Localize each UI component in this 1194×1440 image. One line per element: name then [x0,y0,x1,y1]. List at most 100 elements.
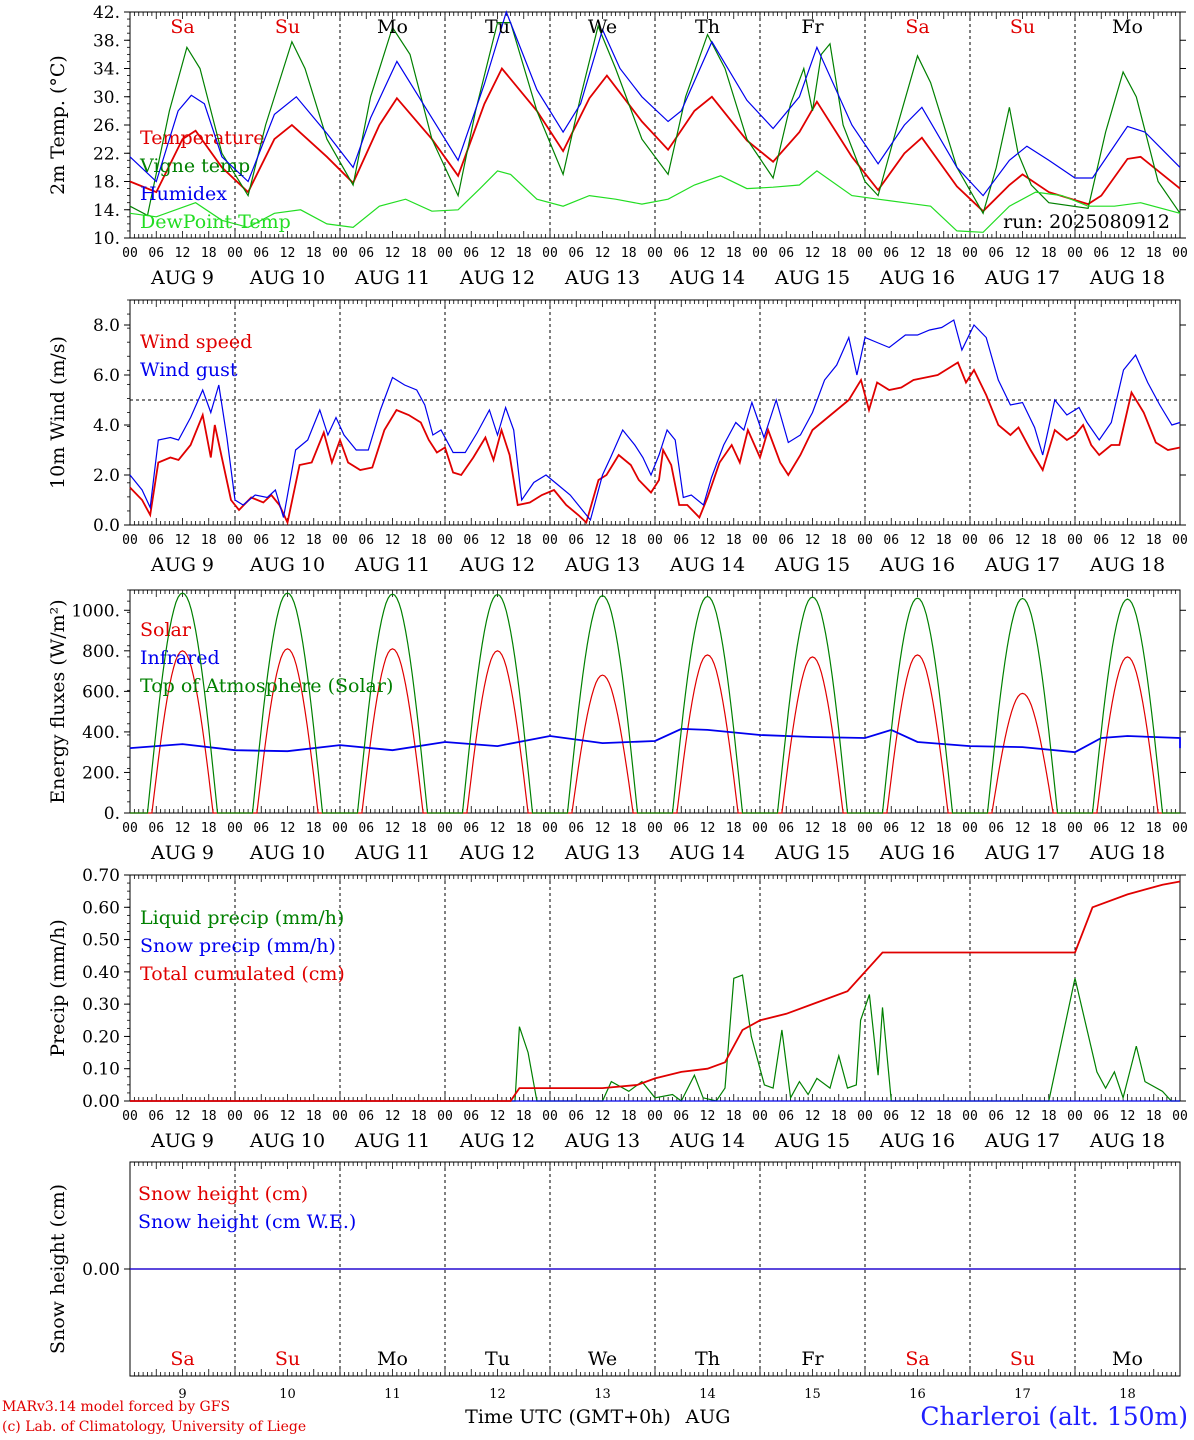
legend-snow-precip-mm-h-: Snow precip (mm/h) [140,935,336,957]
x-hour-label: 18 [936,1109,952,1124]
legend-solar: Solar [140,619,192,641]
series-line-temperature [129,66,1181,213]
x-hour-label: 18 [831,821,847,836]
x-hour-label: 06 [1093,1109,1109,1124]
x-axis-title: Time UTC (GMT+0h) [465,1406,671,1428]
x-hour-label: 00 [1067,1109,1083,1124]
x-hour-label: 06 [883,246,899,261]
x-hour-label: 18 [936,821,952,836]
x-hour-label: 00 [752,246,768,261]
x-hour-label: 12 [1015,246,1031,261]
y-tick-label: 600. [82,682,120,702]
x-day-label: AUG 10 [249,554,325,576]
series-line-wind-gust [129,319,1181,522]
x-hour-label: 12 [595,246,611,261]
x-day-label: AUG 14 [669,1130,745,1152]
x-hour-label: 12 [280,1109,296,1124]
x-hour-label: 00 [962,821,978,836]
x-hour-label: 06 [673,1109,689,1124]
x-day-label: AUG 14 [669,842,745,864]
x-hour-label: 12 [490,246,506,261]
x-hour-label: 18 [201,1109,217,1124]
x-hour-label: 12 [805,533,821,548]
x-hour-label: 06 [463,246,479,261]
y-tick-label: 0.40 [82,963,120,983]
x-hour-label: 06 [1093,246,1109,261]
x-hour-label: 00 [1172,1109,1188,1124]
legend-liquid-precip-mm-h-: Liquid precip (mm/h) [140,907,344,929]
x-hour-label: 06 [673,246,689,261]
x-day-label: AUG 16 [879,554,955,576]
x-hour-label: 18 [201,246,217,261]
x-hour-label: 00 [542,533,558,548]
x-hour-label: 12 [805,821,821,836]
x-hour-label: 12 [1120,246,1136,261]
x-hour-label: 00 [647,821,663,836]
x-hour-label: 00 [962,533,978,548]
legend-top-of-atmosphere-solar-: Top of Atmosphere (Solar) [140,675,393,697]
y-tick-label: 4.0 [93,416,120,436]
x-day-number: 11 [384,1387,401,1402]
x-hour-label: 06 [988,246,1004,261]
x-day-label: AUG 16 [879,842,955,864]
x-hour-label: 12 [280,821,296,836]
x-hour-label: 06 [883,533,899,548]
x-hour-label: 00 [1067,533,1083,548]
y-tick-label: 0.50 [82,931,120,951]
x-hour-label: 06 [778,1109,794,1124]
x-hour-label: 00 [1172,533,1188,548]
x-hour-label: 06 [883,1109,899,1124]
x-hour-label: 18 [1146,533,1162,548]
x-hour-label: 12 [490,1109,506,1124]
x-hour-label: 00 [122,246,138,261]
weekday-label: Th [695,1348,720,1370]
x-hour-label: 18 [516,821,532,836]
x-hour-label: 18 [201,533,217,548]
x-hour-label: 12 [1015,1109,1031,1124]
x-hour-label: 06 [673,533,689,548]
series-line-infrared [129,727,1181,754]
x-day-number: 13 [594,1387,611,1402]
x-day-label: AUG 18 [1089,1130,1165,1152]
x-hour-label: 18 [1146,246,1162,261]
x-day-label: AUG 17 [984,1130,1060,1152]
weekday-label: Tu [485,1348,510,1370]
x-hour-label: 06 [568,1109,584,1124]
weekday-label: Fr [801,1348,824,1370]
x-day-label: AUG 17 [984,842,1060,864]
x-hour-label: 06 [253,246,269,261]
series-line-total-cumulated-cm- [130,880,1181,1102]
legend-total-cumulated-cm-: Total cumulated (cm) [140,963,345,985]
x-hour-label: 12 [700,1109,716,1124]
x-hour-label: 00 [1172,246,1188,261]
y-tick-label: 2.0 [93,466,120,486]
x-hour-label: 00 [437,246,453,261]
x-hour-label: 18 [411,821,427,836]
x-hour-label: 06 [988,533,1004,548]
x-hour-label: 00 [122,821,138,836]
x-hour-label: 18 [1146,821,1162,836]
x-hour-label: 18 [726,246,742,261]
x-axis-month: AUG [685,1406,731,1428]
x-hour-label: 00 [857,821,873,836]
x-hour-label: 12 [280,533,296,548]
x-hour-label: 00 [332,246,348,261]
legend-humidex: Humidex [140,183,227,205]
series-line-wind-speed [129,361,1181,526]
x-day-label: AUG 16 [879,267,955,289]
x-day-label: AUG 11 [354,267,430,289]
x-day-label: AUG 17 [984,267,1060,289]
x-hour-label: 12 [595,533,611,548]
x-hour-label: 18 [831,533,847,548]
x-hour-label: 18 [411,533,427,548]
x-day-label: AUG 11 [354,554,430,576]
x-hour-label: 12 [385,821,401,836]
weekday-label: Fr [801,16,824,38]
x-hour-label: 06 [358,1109,374,1124]
y-tick-label: 0.10 [82,1060,120,1080]
x-hour-label: 00 [122,1109,138,1124]
x-hour-label: 18 [936,533,952,548]
x-hour-label: 18 [936,246,952,261]
x-hour-label: 12 [1120,821,1136,836]
x-day-label: AUG 10 [249,1130,325,1152]
